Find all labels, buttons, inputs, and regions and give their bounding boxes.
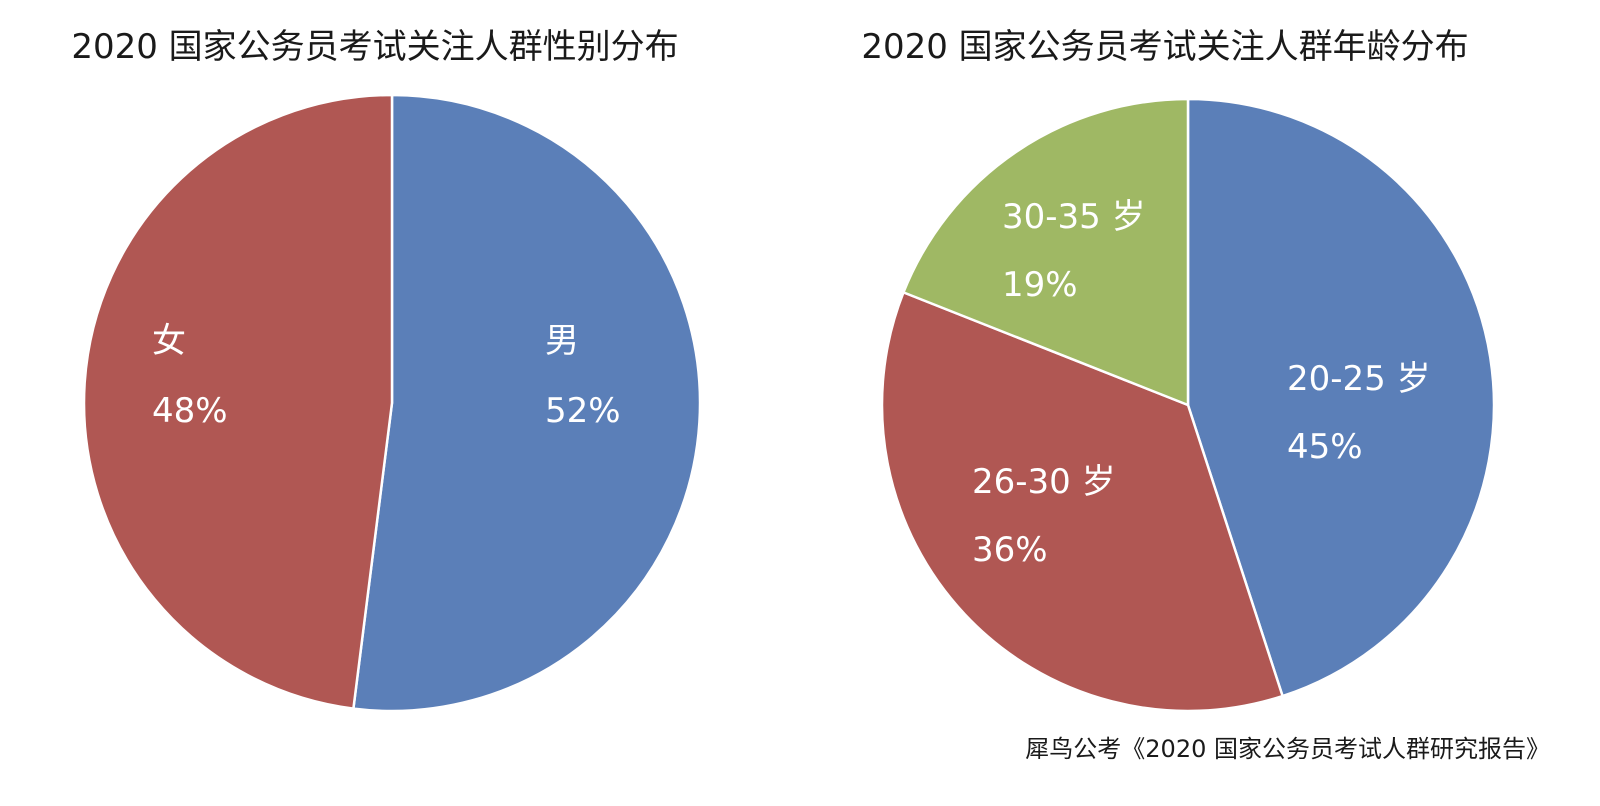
gender-pie-labels: 男 52% 女 48%	[152, 321, 621, 431]
age-slice-label-2: 26-30 岁	[972, 462, 1116, 502]
age-slice-percent-1: 45%	[1287, 427, 1363, 467]
gender-pie-slice-1	[352, 93, 702, 713]
age-pie-slice-2	[880, 291, 1284, 713]
gender-slice-percent-2: 48%	[152, 391, 228, 431]
age-slice-label-1: 20-25 岁	[1287, 359, 1431, 399]
gender-pie-chart: 2020 国家公务员考试关注人群性别分布 男 52% 女 48%	[71, 27, 702, 713]
age-pie-slice-3	[902, 97, 1190, 407]
source-note: 犀鸟公考《2020 国家公务员考试人群研究报告》	[1025, 735, 1550, 763]
age-pie-slices	[880, 97, 1496, 713]
age-chart-title: 2020 国家公务员考试关注人群年龄分布	[861, 27, 1468, 67]
gender-slice-label-1: 男	[545, 321, 579, 361]
age-slice-label-3: 30-35 岁	[1002, 197, 1146, 237]
gender-slice-percent-1: 52%	[545, 391, 621, 431]
gender-pie-slices	[82, 93, 702, 713]
age-pie-chart: 2020 国家公务员考试关注人群年龄分布 20-25 岁 45% 26-30 岁 36…	[861, 27, 1496, 713]
age-slice-percent-2: 36%	[972, 530, 1048, 570]
gender-chart-title: 2020 国家公务员考试关注人群性别分布	[71, 27, 678, 67]
gender-pie-slice-2	[82, 93, 394, 710]
age-pie-labels: 20-25 岁 45% 26-30 岁 36% 30-35 岁 19%	[972, 197, 1431, 570]
age-pie-slice-1	[1186, 97, 1496, 698]
age-slice-percent-3: 19%	[1002, 265, 1078, 305]
gender-slice-label-2: 女	[152, 321, 186, 361]
